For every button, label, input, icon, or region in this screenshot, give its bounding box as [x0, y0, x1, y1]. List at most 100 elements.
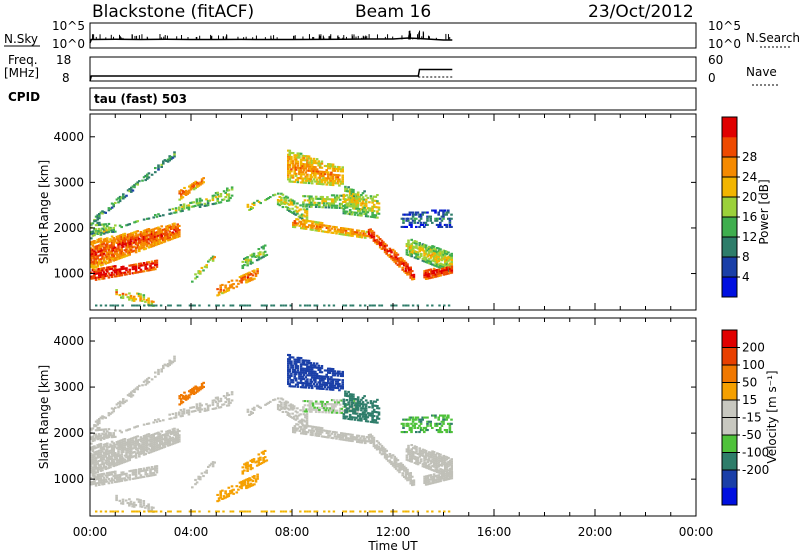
power-cell	[295, 222, 298, 225]
velocity-cell	[112, 435, 115, 438]
power-cell	[155, 231, 159, 234]
power-cell	[442, 213, 445, 216]
velocity-cell	[191, 392, 194, 395]
velocity-cell	[109, 449, 112, 452]
velocity-cell	[112, 465, 115, 468]
velocity-cell	[348, 433, 351, 436]
velocity-cell	[98, 437, 101, 440]
power-cell	[128, 243, 131, 246]
velocity-cell	[173, 442, 176, 445]
power-cell	[322, 224, 325, 227]
velocity-cell	[131, 394, 135, 397]
velocity-cell	[120, 453, 123, 456]
power-cell	[304, 209, 307, 212]
velocity-cell	[219, 496, 222, 499]
velocity-cell	[101, 458, 104, 461]
velocity-cell	[122, 473, 125, 476]
velocity-cell	[256, 475, 259, 478]
velocity-cell	[248, 483, 251, 486]
power-cell	[353, 205, 357, 208]
power-cell	[309, 157, 312, 160]
velocity-cell	[120, 502, 123, 505]
power-cell	[98, 246, 101, 249]
power-cell	[158, 236, 162, 239]
power-cell	[122, 243, 125, 246]
velocity-cell	[96, 475, 99, 478]
power-cell	[152, 262, 155, 265]
velocity-cell	[330, 369, 333, 372]
power-cell	[187, 208, 191, 211]
power-cell	[246, 258, 249, 261]
velocity-cell	[296, 358, 300, 361]
velocity-cell	[340, 436, 343, 439]
power-cell	[289, 202, 293, 205]
velocity-cell	[348, 439, 351, 442]
velocity-cell	[291, 406, 294, 409]
power-cell	[189, 188, 193, 191]
power-cell	[120, 248, 123, 251]
velocity-cell	[293, 375, 296, 378]
velocity-cell	[335, 401, 339, 404]
velocity-cell	[90, 461, 93, 464]
velocity-cell	[293, 429, 297, 432]
velocity-cell	[415, 448, 418, 451]
power-cell	[251, 261, 254, 264]
velocity-cell	[324, 409, 328, 412]
power-cell	[107, 228, 111, 231]
power-cell	[287, 176, 290, 179]
velocity-cell	[189, 393, 193, 396]
velocity-cell	[341, 432, 345, 435]
power-cell	[243, 304, 247, 307]
velocity-cell	[93, 459, 96, 462]
velocity-cell	[317, 381, 320, 384]
power-cell	[436, 257, 439, 260]
power-cell	[157, 213, 160, 216]
power-cell	[174, 209, 178, 212]
power-cell	[320, 222, 324, 225]
velocity-cell	[152, 421, 155, 424]
power-cell	[401, 262, 404, 265]
power-cell	[407, 219, 410, 222]
velocity-cell	[120, 441, 123, 444]
power-cell	[322, 202, 326, 205]
power-cell	[360, 212, 363, 215]
power-cell	[415, 257, 418, 260]
power-cell	[180, 189, 183, 192]
power-cell	[128, 298, 131, 301]
velocity-cell	[311, 425, 314, 428]
power-cell	[157, 226, 160, 229]
power-cell	[428, 262, 431, 265]
power-cell	[174, 226, 178, 229]
power-cell	[372, 203, 376, 206]
nave-label: Nave	[746, 65, 777, 79]
power-cell	[182, 203, 186, 206]
power-cell	[411, 274, 414, 277]
velocity-cell	[350, 405, 354, 408]
power-cell	[296, 218, 300, 221]
power-cell	[412, 251, 415, 254]
velocity-cell	[155, 448, 159, 451]
power-cell	[423, 276, 426, 279]
power-cell	[328, 167, 332, 170]
velocity-cell	[190, 410, 194, 413]
velocity-cell	[186, 397, 189, 400]
velocity-cell	[281, 406, 285, 409]
velocity-cell	[283, 407, 286, 410]
power-cell	[299, 171, 303, 174]
power-cell	[322, 170, 325, 173]
power-cell	[428, 252, 431, 255]
velocity-cell	[157, 448, 160, 451]
velocity-cell	[146, 433, 149, 436]
power-cell	[431, 274, 434, 277]
velocity-cell	[123, 444, 127, 447]
power-cell	[385, 252, 388, 255]
velocity-cell	[181, 401, 185, 404]
velocity-cell	[377, 407, 381, 410]
velocity-cell	[217, 497, 221, 500]
velocity-cell	[388, 461, 392, 464]
velocity-cell	[288, 356, 292, 359]
velocity-cell	[296, 360, 300, 363]
velocity-cell	[302, 419, 306, 422]
power-cell	[203, 202, 207, 205]
velocity-cell	[310, 376, 314, 379]
